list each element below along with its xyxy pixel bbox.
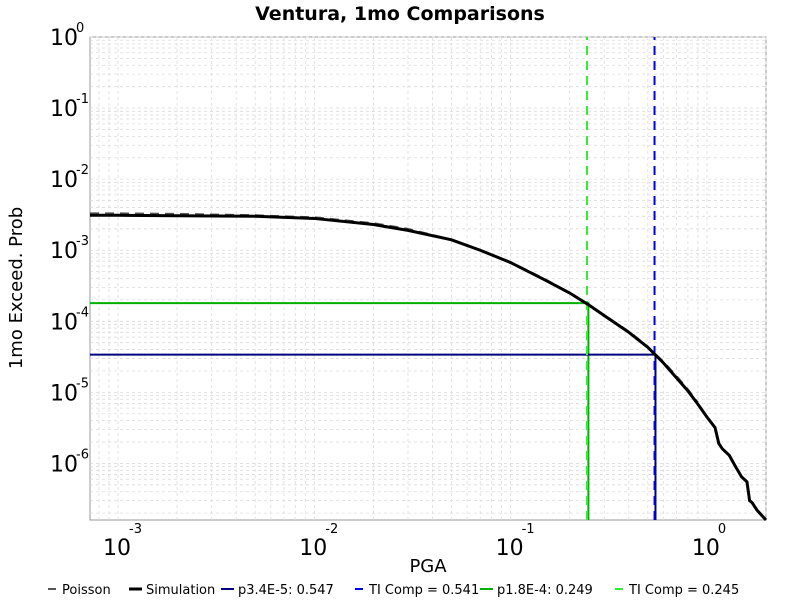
legend-label: p3.4E-5: 0.547: [238, 583, 334, 598]
x-tick-exp: 0: [718, 522, 726, 537]
y-tick-exp: -4: [76, 305, 89, 320]
y-tick-label: 10-6: [50, 447, 89, 477]
x-tick-exp: -3: [129, 522, 142, 537]
y-tick-label: 10-3: [50, 234, 89, 264]
y-tick-exp: -5: [76, 376, 89, 391]
y-tick-exp: -1: [76, 92, 89, 107]
x-axis-label: PGA: [409, 556, 447, 577]
y-tick-label: 100: [50, 21, 84, 51]
legend-item-4: p1.8E-4: 0.249: [480, 583, 593, 598]
legend-item-1: Simulation: [129, 583, 215, 598]
y-tick-label: 10-5: [50, 376, 89, 406]
x-tick-base: 10: [496, 536, 524, 561]
x-tick-label: 100: [692, 522, 726, 561]
y-axis-label: 1mo Exceed. Prob: [6, 207, 27, 369]
y-tick-base: 10: [50, 26, 78, 51]
legend-item-5: TI Comp = 0.245: [615, 583, 739, 598]
series-line-1: [90, 213, 768, 522]
legend-label: Poisson: [62, 583, 111, 598]
legend-item-0: Poisson: [48, 583, 111, 598]
y-tick-base: 10: [50, 310, 78, 335]
x-tick-exp: -1: [522, 522, 535, 537]
x-tick-base: 10: [299, 536, 327, 561]
legend-label: Simulation: [146, 583, 215, 598]
x-tick-exp: -2: [325, 522, 338, 537]
legend-label: TI Comp = 0.541: [368, 583, 479, 598]
y-tick-base: 10: [50, 381, 78, 406]
series-layer: [90, 37, 768, 522]
y-tick-label: 10-1: [50, 92, 89, 122]
x-tick-label: 10-2: [299, 522, 338, 561]
x-tick-label: 10-3: [103, 522, 142, 561]
y-tick-label: 10-2: [50, 163, 89, 193]
legend-label: TI Comp = 0.245: [628, 583, 739, 598]
legend: Poisson Simulation p3.4E-5: 0.547 TI Comp =…: [48, 583, 739, 598]
y-tick-exp: -3: [76, 234, 89, 249]
x-tick-label: 10-1: [496, 522, 535, 561]
legend-item-3: TI Comp = 0.541: [355, 583, 479, 598]
grid: [90, 36, 767, 520]
y-tick-exp: 0: [76, 21, 84, 36]
x-tick-base: 10: [692, 536, 720, 561]
legend-item-2: p3.4E-5: 0.547: [221, 583, 334, 598]
x-tick-base: 10: [103, 536, 131, 561]
y-tick-base: 10: [50, 239, 78, 264]
y-tick-exp: -2: [76, 163, 89, 178]
y-tick-exp: -6: [76, 447, 89, 462]
y-tick-base: 10: [50, 452, 78, 477]
y-tick-base: 10: [50, 97, 78, 122]
chart-title: Ventura, 1mo Comparisons: [255, 3, 545, 25]
y-tick-label: 10-4: [50, 305, 89, 335]
y-tick-base: 10: [50, 168, 78, 193]
legend-label: p1.8E-4: 0.249: [497, 583, 593, 598]
